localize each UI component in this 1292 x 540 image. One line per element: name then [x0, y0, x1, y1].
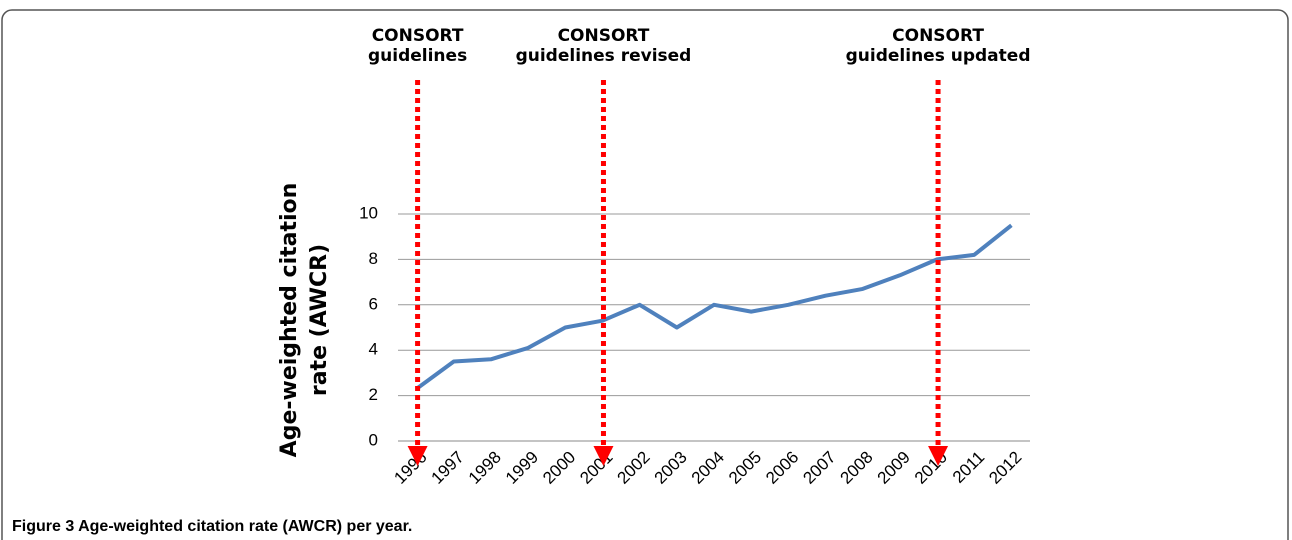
y-axis-label: Age-weighted citation — [277, 183, 302, 458]
annotation-label: guidelines updated — [846, 46, 1031, 66]
annotation-label: CONSORT — [558, 26, 650, 46]
x-tick-label: 1996 — [390, 448, 430, 488]
x-tick-label: 2010 — [911, 448, 951, 488]
y-tick-label: 10 — [359, 203, 378, 222]
figure-frame — [1, 9, 1289, 540]
y-tick-label: 4 — [369, 340, 378, 359]
x-tick-label: 2012 — [985, 448, 1025, 488]
data-line — [415, 223, 1013, 391]
annotation-label: CONSORT — [892, 26, 984, 46]
x-tick-label: 2011 — [949, 448, 988, 487]
y-axis-label: rate (AWCR) — [307, 244, 332, 396]
x-tick-label: 1997 — [428, 448, 468, 488]
annotation-arrow — [928, 446, 949, 466]
y-tick-label: 8 — [369, 249, 378, 268]
x-tick-label: 2008 — [837, 448, 877, 488]
x-tick-label: 1998 — [465, 448, 505, 488]
annotation-label: guidelines — [368, 46, 467, 66]
x-tick-label: 2002 — [613, 448, 653, 488]
x-tick-label: 2003 — [651, 448, 691, 488]
annotation-arrow — [407, 446, 428, 466]
x-tick-label: 2009 — [874, 448, 914, 488]
y-tick-label: 0 — [369, 430, 378, 449]
x-tick-label: 2005 — [725, 448, 765, 488]
x-tick-label: 2006 — [762, 448, 802, 488]
x-tick-label: 2007 — [799, 448, 839, 488]
x-tick-label: 2000 — [539, 448, 579, 488]
x-tick-label: 2004 — [688, 448, 728, 488]
y-tick-label: 2 — [369, 385, 378, 404]
y-tick-label: 6 — [369, 294, 378, 313]
caption: Figure 3 Age-weighted citation rate (AWC… — [12, 518, 412, 535]
annotation-label: CONSORT — [372, 26, 464, 46]
annotation-arrow — [593, 446, 614, 466]
x-tick-label: 1999 — [502, 448, 542, 488]
annotation-label: guidelines revised — [516, 46, 692, 66]
x-tick-label: 2001 — [576, 448, 616, 488]
